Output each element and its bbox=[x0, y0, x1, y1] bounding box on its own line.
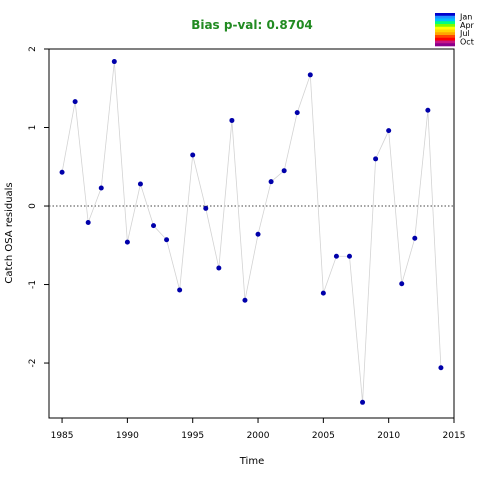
x-tick-label-1990: 1990 bbox=[116, 431, 139, 441]
data-point-1986 bbox=[72, 99, 78, 105]
legend-color-swatch bbox=[435, 29, 455, 33]
data-point-1995 bbox=[190, 152, 196, 158]
legend-color-swatch bbox=[435, 32, 455, 36]
x-axis-label: Time bbox=[239, 456, 264, 467]
data-point-2008 bbox=[360, 399, 366, 405]
data-point-2009 bbox=[373, 156, 379, 162]
x-tick-label-2010: 2010 bbox=[377, 431, 400, 441]
data-point-1988 bbox=[98, 185, 104, 191]
chart-title: Bias p-val: 0.8704 bbox=[191, 18, 313, 32]
data-points bbox=[59, 59, 444, 405]
data-point-2001 bbox=[268, 179, 274, 185]
legend-color-swatch bbox=[435, 43, 455, 47]
legend-color-swatch bbox=[435, 35, 455, 39]
data-point-1999 bbox=[242, 297, 248, 303]
y-axis: -2 -1 0 1 2 bbox=[28, 46, 49, 368]
legend-color-swatch bbox=[435, 13, 455, 17]
y-tick-label--1: -1 bbox=[28, 280, 38, 289]
data-point-2006 bbox=[333, 253, 339, 259]
legend-color-swatch bbox=[435, 40, 455, 44]
x-tick-label-2015: 2015 bbox=[443, 431, 466, 441]
data-point-2013 bbox=[425, 107, 431, 113]
legend-label-apr: Apr bbox=[460, 21, 475, 30]
data-point-1990 bbox=[124, 239, 130, 245]
x-tick-label-1995: 1995 bbox=[181, 431, 204, 441]
data-point-1989 bbox=[111, 59, 117, 65]
data-point-2004 bbox=[307, 72, 313, 78]
x-tick-label-2005: 2005 bbox=[312, 431, 335, 441]
series-line bbox=[61, 61, 442, 403]
data-point-1991 bbox=[137, 181, 143, 187]
legend-color-swatch bbox=[435, 18, 455, 22]
data-point-2011 bbox=[399, 281, 405, 287]
legend-color-swatch bbox=[435, 24, 455, 28]
y-tick-label-2: 2 bbox=[28, 46, 38, 52]
x-tick-label-1985: 1985 bbox=[51, 431, 74, 441]
data-point-2014 bbox=[438, 365, 444, 371]
data-point-1997 bbox=[216, 265, 222, 271]
data-point-1992 bbox=[151, 223, 157, 229]
y-tick-label-0: 0 bbox=[28, 203, 38, 209]
legend-label-jan: Jan bbox=[459, 13, 472, 22]
plot-frame bbox=[48, 48, 455, 419]
legend-color-swatch bbox=[435, 21, 455, 25]
data-point-2010 bbox=[386, 128, 392, 134]
legend-color-swatch bbox=[435, 37, 455, 41]
data-point-1996 bbox=[203, 205, 209, 211]
data-point-2002 bbox=[281, 168, 287, 174]
data-point-1987 bbox=[85, 220, 91, 226]
y-tick-label-1: 1 bbox=[28, 125, 38, 131]
x-tick-label-2000: 2000 bbox=[247, 431, 270, 441]
legend-label-oct: Oct bbox=[460, 37, 474, 46]
y-axis-label: Catch OSA residuals bbox=[4, 182, 15, 283]
data-point-2012 bbox=[412, 235, 418, 241]
data-point-1994 bbox=[177, 287, 183, 293]
y-tick-label--2: -2 bbox=[28, 359, 38, 368]
data-point-1985 bbox=[59, 169, 65, 175]
legend-label-jul: Jul bbox=[459, 29, 470, 38]
data-point-2007 bbox=[346, 253, 352, 259]
legend-color-swatch bbox=[435, 15, 455, 19]
x-axis: 1985 1990 1995 2000 2005 2010 2015 bbox=[51, 418, 466, 441]
data-point-1998 bbox=[229, 117, 235, 123]
data-point-2003 bbox=[294, 110, 300, 116]
data-point-2000 bbox=[255, 231, 261, 237]
data-point-2005 bbox=[320, 290, 326, 296]
legend-color-swatch bbox=[435, 26, 455, 30]
data-point-1993 bbox=[164, 237, 170, 243]
